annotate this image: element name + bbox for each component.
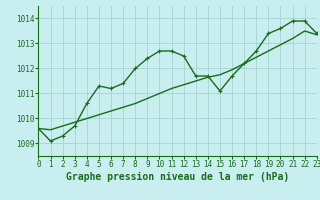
X-axis label: Graphe pression niveau de la mer (hPa): Graphe pression niveau de la mer (hPa) [66,172,289,182]
